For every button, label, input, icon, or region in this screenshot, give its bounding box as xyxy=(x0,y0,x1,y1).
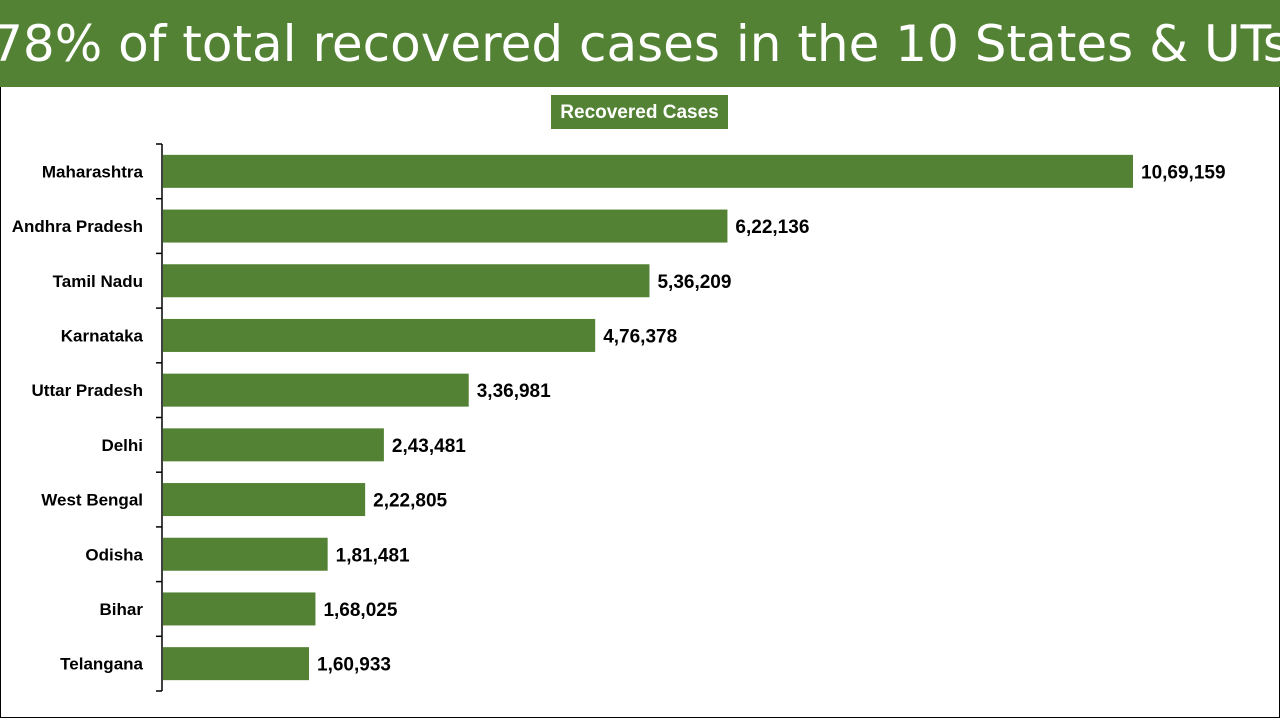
bar-andhra-pradesh xyxy=(163,209,728,243)
category-label: West Bengal xyxy=(41,491,143,510)
category-label: Uttar Pradesh xyxy=(32,381,143,400)
category-label: Tamil Nadu xyxy=(53,272,143,291)
chart-title-text: Recovered Cases xyxy=(560,102,718,123)
value-label: 10,69,159 xyxy=(1141,162,1226,183)
bar-bihar xyxy=(163,592,316,626)
bar-odisha xyxy=(163,537,328,571)
bar-uttar-pradesh xyxy=(163,373,469,407)
chart-title-background xyxy=(551,95,728,129)
chart-title: Recovered Cases xyxy=(551,95,728,129)
value-label: 1,60,933 xyxy=(317,655,391,676)
bar-tamil-nadu xyxy=(163,264,650,298)
value-label: 6,22,136 xyxy=(735,217,809,238)
value-label: 1,68,025 xyxy=(323,600,397,621)
value-label: 1,81,481 xyxy=(336,545,410,566)
bar-west-bengal xyxy=(163,483,366,517)
bar-maharashtra xyxy=(163,154,1133,188)
bar-karnataka xyxy=(163,318,596,352)
category-label: Karnataka xyxy=(61,326,144,345)
bar-telangana xyxy=(163,647,310,681)
category-label: Maharashtra xyxy=(42,162,144,181)
value-label: 3,36,981 xyxy=(477,381,551,402)
category-label: Bihar xyxy=(100,600,144,619)
category-label: Odisha xyxy=(85,545,143,564)
value-labels: 10,69,159 6,22,136 5,36,209 4,76,378 3,36,98… xyxy=(317,162,1226,675)
category-label: Telangana xyxy=(60,655,143,674)
category-label: Andhra Pradesh xyxy=(12,217,143,236)
category-label: Delhi xyxy=(101,436,143,455)
category-labels: Maharashtra Andhra Pradesh Tamil Nadu Karna… xyxy=(12,162,144,673)
value-label: 2,43,481 xyxy=(392,436,466,457)
title-banner: 78% of total recovered cases in the 10 S… xyxy=(0,0,1280,87)
page-title: 78% of total recovered cases in the 10 S… xyxy=(0,14,1280,73)
bar-delhi xyxy=(163,428,384,462)
value-label: 5,36,209 xyxy=(657,272,731,293)
bar-chart: Recovered Cases Maharashtra Andhra Prades… xyxy=(12,95,1226,692)
value-label: 2,22,805 xyxy=(373,491,447,512)
y-axis xyxy=(156,143,163,692)
value-label: 4,76,378 xyxy=(603,326,677,347)
bars xyxy=(163,154,1133,681)
